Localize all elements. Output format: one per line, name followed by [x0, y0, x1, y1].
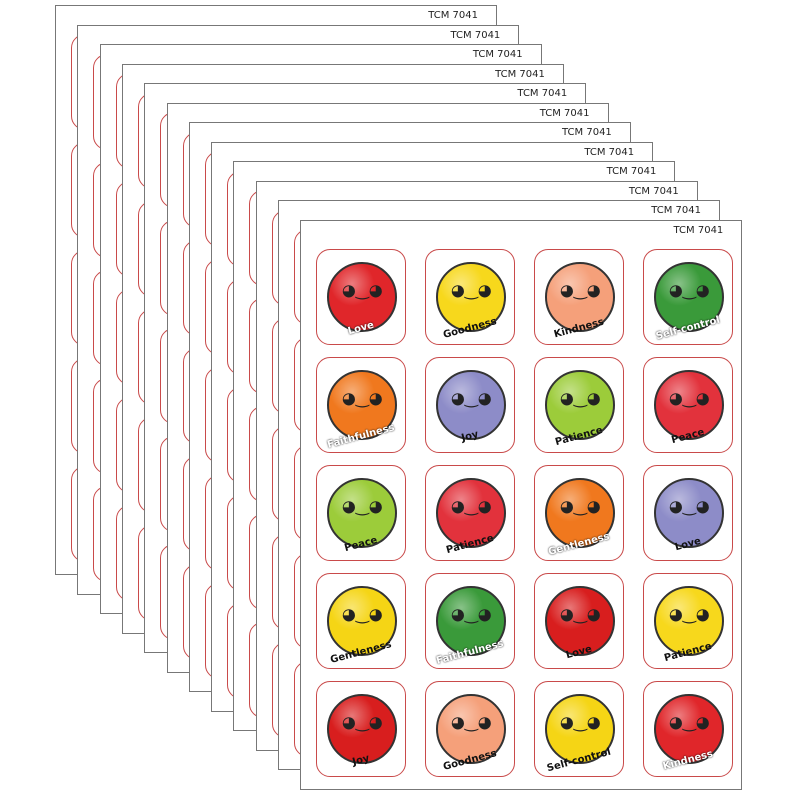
- cherries-illustration: ◕‿◕: [545, 585, 616, 656]
- smiley-face-icon: ◕‿◕: [559, 496, 601, 516]
- sticker-sheet: TCM 7041 ◕‿◕ Love ◕‿◕ Goodness ◕‿◕ Kindness ◕‿◕…: [300, 219, 743, 790]
- sticker-pear: ◕‿◕ Patience: [534, 356, 625, 453]
- smiley-face-icon: ◕‿◕: [341, 712, 383, 732]
- sticker-pineapple: ◕‿◕ Goodness: [425, 248, 516, 345]
- peach-illustration: ◕‿◕: [436, 693, 507, 764]
- sticker-watermelon: ◕‿◕ Self-control: [643, 248, 734, 345]
- smiley-face-icon: ◕‿◕: [341, 604, 383, 624]
- strawberries-illustration: ◕‿◕: [436, 477, 507, 548]
- sheet-code: TCM 7041: [628, 185, 679, 197]
- sticker-pear: ◕‿◕ Peace: [316, 464, 407, 561]
- cherries-illustration: ◕‿◕: [327, 693, 398, 764]
- smiley-face-icon: ◕‿◕: [450, 604, 492, 624]
- orange-illustration: ◕‿◕: [327, 369, 398, 440]
- sticker-apple: ◕‿◕ Love: [316, 248, 407, 345]
- orange-illustration: ◕‿◕: [545, 477, 616, 548]
- sheet-code: TCM 7041: [428, 10, 478, 21]
- sticker-orange: ◕‿◕ Gentleness: [534, 464, 625, 561]
- sheet-code: TCM 7041: [651, 205, 701, 216]
- sheet-code: TCM 7041: [495, 68, 545, 80]
- smiley-face-icon: ◕‿◕: [559, 388, 601, 408]
- watermelon-illustration: ◕‿◕: [436, 585, 507, 656]
- smiley-face-icon: ◕‿◕: [341, 388, 383, 408]
- banana-illustration: ◕‿◕: [545, 693, 616, 764]
- sticker-peach: ◕‿◕ Goodness: [425, 680, 516, 777]
- grapes-illustration: ◕‿◕: [436, 369, 507, 440]
- sticker-strawberries: ◕‿◕ Patience: [425, 464, 516, 561]
- pear-illustration: ◕‿◕: [545, 369, 616, 440]
- sticker-apple: ◕‿◕ Kindness: [643, 680, 734, 777]
- smiley-face-icon: ◕‿◕: [450, 388, 492, 408]
- sticker-cherries: ◕‿◕ Love: [534, 572, 625, 669]
- pear-illustration: ◕‿◕: [327, 477, 398, 548]
- apple-illustration: ◕‿◕: [654, 693, 725, 764]
- sticker-strawberries: ◕‿◕ Peace: [643, 356, 734, 453]
- sticker-cherries: ◕‿◕ Joy: [316, 680, 407, 777]
- sheet-code: TCM 7041: [539, 107, 590, 119]
- sheet-code: TCM 7041: [562, 127, 612, 138]
- smiley-face-icon: ◕‿◕: [559, 280, 601, 300]
- sheet-code: TCM 7041: [517, 88, 568, 99]
- sticker-banana: ◕‿◕ Self-control: [534, 680, 625, 777]
- smiley-face-icon: ◕‿◕: [668, 388, 710, 408]
- strawberries-illustration: ◕‿◕: [654, 369, 725, 440]
- sheet-code: TCM 7041: [472, 49, 523, 60]
- smiley-face-icon: ◕‿◕: [668, 280, 710, 300]
- smiley-face-icon: ◕‿◕: [450, 280, 492, 300]
- peach-illustration: ◕‿◕: [545, 261, 616, 332]
- sticker-grapes: ◕‿◕ Love: [643, 464, 734, 561]
- smiley-face-icon: ◕‿◕: [450, 496, 492, 516]
- smiley-face-icon: ◕‿◕: [668, 712, 710, 732]
- sticker-grapes: ◕‿◕ Joy: [425, 356, 516, 453]
- grapes-illustration: ◕‿◕: [654, 477, 725, 548]
- smiley-face-icon: ◕‿◕: [559, 712, 601, 732]
- smiley-face-icon: ◕‿◕: [668, 604, 710, 624]
- smiley-face-icon: ◕‿◕: [559, 604, 601, 624]
- pineapple-illustration: ◕‿◕: [436, 261, 507, 332]
- sticker-banana: ◕‿◕ Gentleness: [316, 572, 407, 669]
- sheet-code: TCM 7041: [606, 166, 657, 177]
- sticker-pineapple: ◕‿◕ Patience: [643, 572, 734, 669]
- apple-illustration: ◕‿◕: [327, 261, 398, 332]
- smiley-face-icon: ◕‿◕: [668, 496, 710, 516]
- sheet-code: TCM 7041: [673, 224, 724, 236]
- smiley-face-icon: ◕‿◕: [341, 280, 383, 300]
- smiley-face-icon: ◕‿◕: [450, 712, 492, 732]
- sheet-code: TCM 7041: [450, 29, 501, 41]
- smiley-face-icon: ◕‿◕: [341, 496, 383, 516]
- sheet-code: TCM 7041: [584, 146, 635, 158]
- banana-illustration: ◕‿◕: [327, 585, 398, 656]
- sticker-peach: ◕‿◕ Kindness: [534, 248, 625, 345]
- watermelon-illustration: ◕‿◕: [654, 261, 725, 332]
- sticker-watermelon: ◕‿◕ Faithfulness: [425, 572, 516, 669]
- pineapple-illustration: ◕‿◕: [654, 585, 725, 656]
- sticker-orange: ◕‿◕ Faithfulness: [316, 356, 407, 453]
